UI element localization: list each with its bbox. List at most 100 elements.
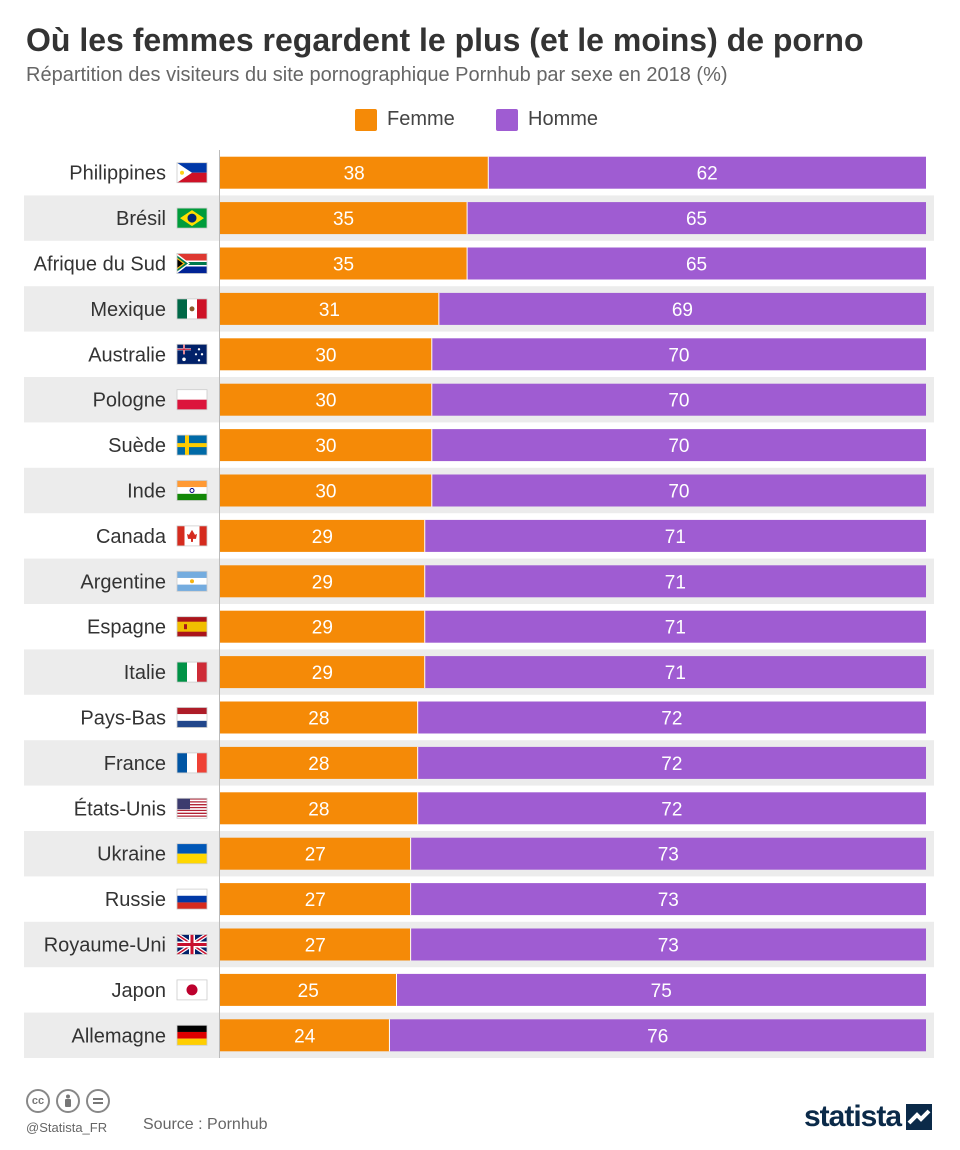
category-label: Allemagne: [71, 1025, 166, 1047]
bar-homme: [410, 928, 926, 961]
data-label-homme: 71: [665, 618, 686, 639]
bar-femme: [220, 701, 418, 734]
data-label-femme: 29: [312, 618, 333, 639]
bar-homme: [431, 338, 926, 371]
bar-homme: [424, 610, 926, 643]
statista-logo: statista: [804, 1100, 933, 1134]
bar-femme: [220, 519, 425, 552]
bar-homme: [396, 973, 926, 1006]
bar-homme: [467, 202, 926, 235]
bar-femme: [220, 746, 418, 779]
chart-title: Où les femmes regardent le plus (et le m…: [26, 22, 864, 58]
bar-femme: [220, 565, 425, 598]
cc-icon: cc: [26, 1089, 50, 1113]
bar-homme: [417, 701, 926, 734]
bar-homme: [424, 519, 926, 552]
flag-mexico-icon: [176, 298, 208, 320]
nd-icon: [86, 1089, 110, 1113]
data-label-femme: 24: [294, 1026, 316, 1047]
category-label: Espagne: [87, 617, 166, 639]
data-label-femme: 30: [315, 391, 336, 412]
flag-uk-icon: [175, 932, 209, 957]
category-label: Pologne: [93, 390, 166, 412]
bar-homme: [417, 746, 926, 779]
category-label: Italie: [124, 662, 166, 684]
legend-label-femme: Femme: [387, 108, 455, 130]
bar-femme: [220, 928, 411, 961]
bar-homme: [467, 247, 926, 280]
data-label-homme: 71: [665, 527, 686, 548]
bar-femme: [220, 1019, 390, 1052]
data-label-homme: 72: [661, 709, 682, 730]
flag-spain-icon: [176, 616, 208, 638]
flag-italy-icon: [176, 661, 208, 683]
license-icons: cc: [26, 1089, 110, 1113]
bar-femme: [220, 338, 432, 371]
data-label-femme: 28: [308, 709, 329, 730]
flag-netherlands-icon: [176, 707, 208, 728]
category-label: Canada: [96, 526, 167, 548]
data-label-homme: 73: [658, 845, 679, 866]
category-label: Brésil: [116, 208, 166, 230]
category-label: Inde: [127, 481, 166, 503]
flag-philippines-icon: [176, 162, 208, 184]
data-label-homme: 70: [668, 436, 689, 457]
data-label-femme: 35: [333, 255, 354, 276]
flag-argentina-icon: [176, 570, 208, 592]
data-label-femme: 31: [319, 300, 340, 321]
statista-wordmark: statista: [804, 1100, 902, 1133]
data-label-femme: 38: [344, 164, 365, 185]
data-label-femme: 30: [315, 345, 336, 366]
data-label-homme: 65: [686, 209, 707, 230]
legend-swatch-homme: [496, 108, 518, 131]
bar-homme: [488, 156, 926, 189]
category-label: Japon: [112, 980, 167, 1002]
data-label-femme: 28: [308, 799, 329, 820]
data-label-homme: 71: [665, 663, 686, 684]
data-label-homme: 73: [658, 936, 679, 957]
category-label: Argentine: [80, 571, 166, 593]
bar-femme: [220, 656, 425, 689]
data-label-homme: 62: [697, 164, 718, 185]
data-label-femme: 27: [305, 890, 326, 911]
data-label-homme: 69: [672, 300, 693, 321]
flag-japan-icon: [176, 979, 208, 1001]
bar-homme: [389, 1019, 926, 1052]
data-label-femme: 28: [308, 754, 329, 775]
data-label-homme: 65: [686, 255, 707, 276]
bar-femme: [220, 156, 489, 189]
flag-sweden-icon: [176, 434, 208, 456]
category-label: Russie: [105, 889, 166, 911]
bar-femme: [220, 292, 439, 325]
flag-australia-icon: [176, 343, 208, 365]
category-label: France: [104, 753, 166, 775]
flag-ukraine-icon: [176, 843, 208, 865]
bar-femme: [220, 883, 411, 916]
data-label-femme: 35: [333, 209, 354, 230]
flag-india-icon: [176, 480, 208, 501]
category-label: Pays-Bas: [80, 708, 166, 730]
category-label: Ukraine: [97, 844, 166, 866]
bar-femme: [220, 973, 397, 1006]
data-label-homme: 76: [647, 1026, 668, 1047]
data-label-homme: 72: [661, 754, 682, 775]
data-label-femme: 30: [315, 436, 336, 457]
category-label: Royaume-Uni: [44, 935, 166, 957]
legend-swatch-femme: [355, 108, 377, 131]
bar-femme: [220, 383, 432, 416]
twitter-handle: @Statista_FR: [26, 1120, 108, 1135]
data-label-homme: 70: [668, 391, 689, 412]
data-label-homme: 73: [658, 890, 679, 911]
data-label-femme: 29: [312, 572, 333, 593]
bar-femme: [220, 474, 432, 507]
legend-item-homme: Homme: [496, 108, 598, 131]
source-note: Source : Pornhub: [143, 1116, 268, 1133]
flag-france-icon: [176, 752, 208, 774]
category-label: États-Unis: [74, 797, 166, 820]
flag-usa-icon: [176, 797, 208, 819]
category-label: Mexique: [90, 299, 166, 321]
flag-poland-icon: [176, 389, 208, 411]
bar-femme: [220, 792, 418, 825]
bar-homme: [431, 429, 926, 462]
bar-femme: [220, 202, 468, 235]
